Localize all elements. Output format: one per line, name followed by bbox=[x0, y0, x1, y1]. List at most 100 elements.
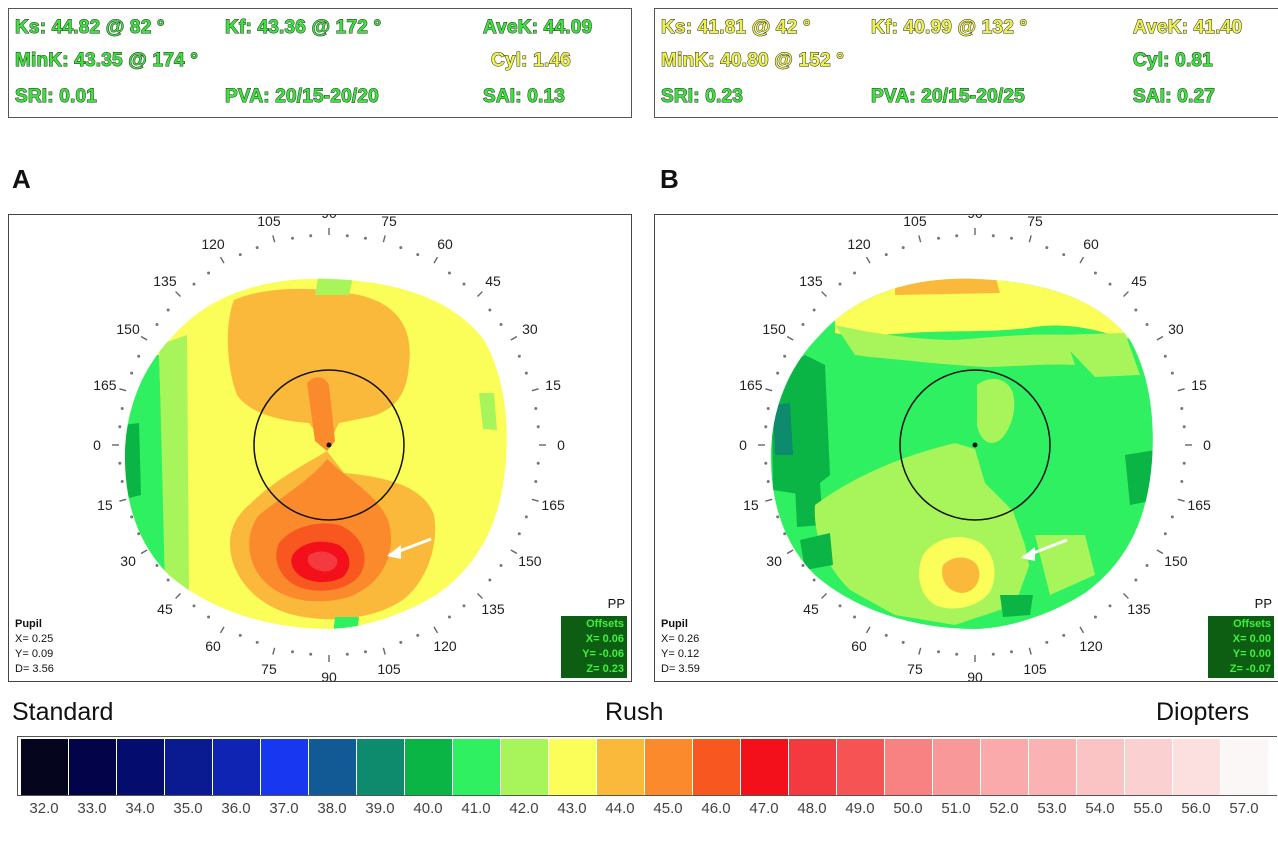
scale-label: 40.0 bbox=[413, 800, 443, 817]
pupil-x: X= 0.25 bbox=[15, 633, 54, 645]
degree-tick bbox=[765, 498, 773, 502]
degree-dot bbox=[488, 308, 492, 312]
pp-label-a: PP bbox=[607, 596, 625, 611]
degree-dot bbox=[118, 425, 122, 429]
degree-tick bbox=[786, 335, 794, 341]
degree-tick bbox=[821, 592, 828, 599]
degree-dot bbox=[1182, 461, 1186, 465]
degree-tick bbox=[476, 592, 483, 599]
degree-label: 105 bbox=[1023, 661, 1047, 677]
degree-dot bbox=[462, 282, 466, 286]
degree-dot bbox=[884, 633, 888, 637]
degree-dot bbox=[853, 615, 857, 619]
degree-label: 45 bbox=[803, 601, 819, 617]
cyl-value: Cyl: 0.81 bbox=[1133, 50, 1214, 72]
degree-dot bbox=[901, 640, 905, 644]
scale-swatch bbox=[1173, 739, 1221, 795]
scale-label: 33.0 bbox=[77, 800, 107, 817]
degree-tick bbox=[476, 291, 483, 298]
offset-z: Z= -0.07 bbox=[1229, 663, 1271, 675]
degree-dot bbox=[399, 640, 403, 644]
degree-dot bbox=[345, 652, 349, 656]
offset-y: Y= -0.06 bbox=[582, 648, 624, 660]
degree-dot bbox=[517, 354, 521, 358]
avek-value: AveK: 44.09 bbox=[482, 17, 593, 39]
scale-label: 56.0 bbox=[1181, 800, 1211, 817]
scale-swatch bbox=[117, 739, 165, 795]
degree-tick bbox=[119, 498, 127, 502]
panel-letter-a: A bbox=[12, 164, 31, 194]
scale-swatch bbox=[981, 739, 1029, 795]
color-scale-bar bbox=[17, 736, 1277, 796]
degree-label: 75 bbox=[1027, 215, 1043, 229]
degree-dot bbox=[1145, 323, 1149, 327]
degree-dot bbox=[207, 271, 211, 275]
degree-dot bbox=[309, 234, 313, 238]
degree-label: 75 bbox=[261, 661, 277, 677]
degree-dot bbox=[120, 479, 124, 483]
degree-dot bbox=[1163, 354, 1167, 358]
degree-dot bbox=[853, 271, 857, 275]
scale-swatch bbox=[213, 739, 261, 795]
scale-label: 46.0 bbox=[701, 800, 731, 817]
degree-ring-b bbox=[758, 228, 1192, 662]
scale-swatch bbox=[1077, 739, 1125, 795]
scale-swatch bbox=[885, 739, 933, 795]
degree-tick bbox=[433, 626, 439, 634]
degree-label: 15 bbox=[743, 497, 759, 513]
scale-label: 48.0 bbox=[797, 800, 827, 817]
degree-dot bbox=[764, 425, 768, 429]
degree-label: 0 bbox=[739, 437, 747, 453]
degree-dot bbox=[1134, 308, 1138, 312]
scale-swatch bbox=[789, 739, 837, 795]
degree-tick bbox=[510, 335, 518, 341]
degree-tick bbox=[140, 335, 148, 341]
degree-dot bbox=[1062, 253, 1066, 257]
degree-label: 15 bbox=[1191, 377, 1207, 393]
sai-value: SAI: 0.27 bbox=[1132, 86, 1216, 108]
degree-dot bbox=[155, 323, 159, 327]
degree-tick bbox=[272, 235, 276, 243]
scale-swatch bbox=[597, 739, 645, 795]
degree-tick bbox=[175, 592, 182, 599]
avek-value: AveK: 41.40 bbox=[1132, 17, 1243, 39]
degree-dot bbox=[812, 308, 816, 312]
kf-value: Kf: 40.99 @ 132 ° bbox=[870, 17, 1028, 39]
pupil-info-a: Pupil X= 0.25 Y= 0.09 D= 3.56 bbox=[15, 617, 54, 677]
degree-tick bbox=[1028, 647, 1032, 655]
degree-tick bbox=[865, 256, 871, 264]
degree-dot bbox=[488, 578, 492, 582]
degree-labels-a: 0 15 30 45 60 75 90 105 120 135 150 165 0 15 30 45 60 75 9… bbox=[93, 215, 565, 681]
scale-label: 52.0 bbox=[989, 800, 1019, 817]
pupil-info-b: Pupil X= 0.26 Y= 0.12 D= 3.59 bbox=[661, 617, 700, 677]
degree-tick bbox=[119, 388, 127, 392]
offset-x: X= 0.06 bbox=[585, 633, 624, 645]
degree-label: 105 bbox=[903, 215, 927, 229]
pva-value: PVA: 20/15-20/20 bbox=[225, 86, 380, 108]
degree-tick bbox=[531, 388, 539, 392]
degree-dot bbox=[783, 532, 787, 536]
degree-tick bbox=[865, 626, 871, 634]
sri-value: SRI: 0.23 bbox=[660, 86, 744, 108]
scale-swatch bbox=[405, 739, 453, 795]
degree-label: 135 bbox=[153, 273, 177, 289]
map-a-graphic: 0 15 30 45 60 75 90 105 120 135 150 165 0 15 30 45 60 75 9… bbox=[93, 215, 565, 681]
pp-label-b: PP bbox=[1254, 596, 1272, 611]
degree-dot bbox=[137, 354, 141, 358]
degree-label: 150 bbox=[116, 321, 140, 337]
degree-dot bbox=[776, 515, 780, 519]
degree-dot bbox=[1062, 633, 1066, 637]
scale-swatch bbox=[1029, 739, 1077, 795]
degree-dot bbox=[255, 246, 259, 250]
degree-dot bbox=[363, 650, 367, 654]
scale-label: 50.0 bbox=[893, 800, 923, 817]
mode-rush: Rush bbox=[605, 698, 664, 726]
degree-dot bbox=[524, 515, 528, 519]
scale-label: 32.0 bbox=[29, 800, 59, 817]
degree-tick bbox=[382, 647, 386, 655]
degree-label: 30 bbox=[522, 321, 538, 337]
degree-dot bbox=[1009, 650, 1013, 654]
degree-dot bbox=[120, 407, 124, 411]
degree-tick bbox=[765, 388, 773, 392]
degree-dot bbox=[955, 652, 959, 656]
